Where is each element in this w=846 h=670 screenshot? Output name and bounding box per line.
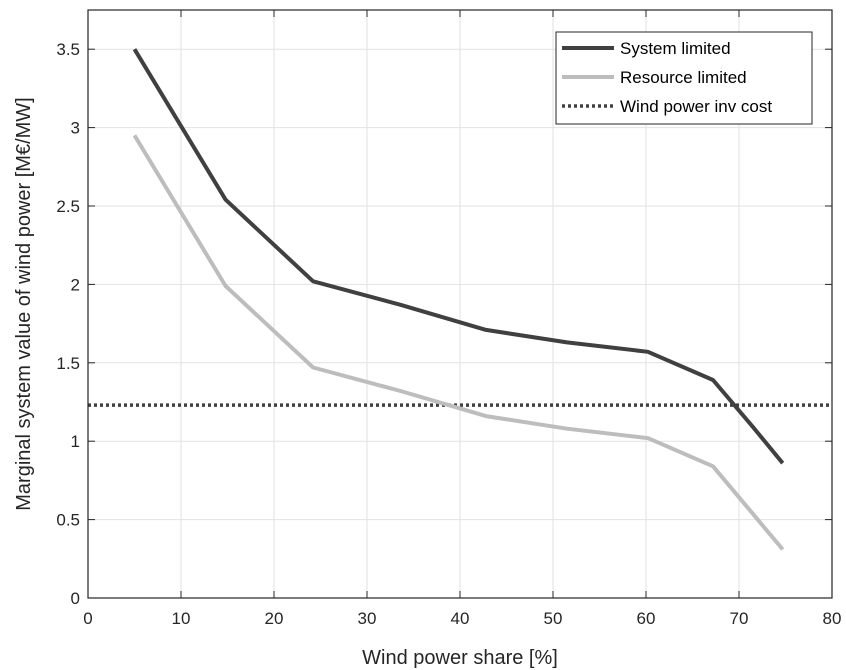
legend-label-system-limited: System limited — [620, 39, 731, 58]
legend-label-resource-limited: Resource limited — [620, 68, 747, 87]
series-layer — [88, 48, 832, 551]
x-axis-title: Wind power share [%] — [362, 647, 558, 669]
x-tick-label: 60 — [637, 609, 656, 628]
series-line-system-limited — [132, 48, 785, 465]
x-tick-label: 40 — [451, 609, 470, 628]
x-tick-label: 30 — [358, 609, 377, 628]
y-tick-label: 3.5 — [56, 40, 80, 59]
y-tick-label: 0 — [71, 589, 80, 608]
x-tick-label: 10 — [172, 609, 191, 628]
y-tick-label: 3 — [71, 119, 80, 138]
y-tick-label: 0.5 — [56, 511, 80, 530]
x-tick-label: 50 — [544, 609, 563, 628]
x-tick-label: 80 — [823, 609, 842, 628]
y-tick-label: 2 — [71, 275, 80, 294]
x-tick-label: 70 — [730, 609, 749, 628]
y-tick-label: 1.5 — [56, 354, 80, 373]
series-line-resource-limited — [132, 134, 785, 551]
legend-label-wind-power-inv-cost: Wind power inv cost — [620, 97, 772, 116]
y-axis-title: Marginal system value of wind power [M€/… — [13, 97, 35, 510]
x-tick-label: 0 — [83, 609, 92, 628]
y-tick-label: 2.5 — [56, 197, 80, 216]
y-tick-label: 1 — [71, 432, 80, 451]
legend: System limited Resource limited Wind power… — [555, 31, 813, 125]
ticks: 0 10 20 30 40 50 60 70 80 0 0.5 1 1.5 2 2.5 3 3.5 — [56, 10, 841, 628]
x-tick-label: 20 — [265, 609, 284, 628]
